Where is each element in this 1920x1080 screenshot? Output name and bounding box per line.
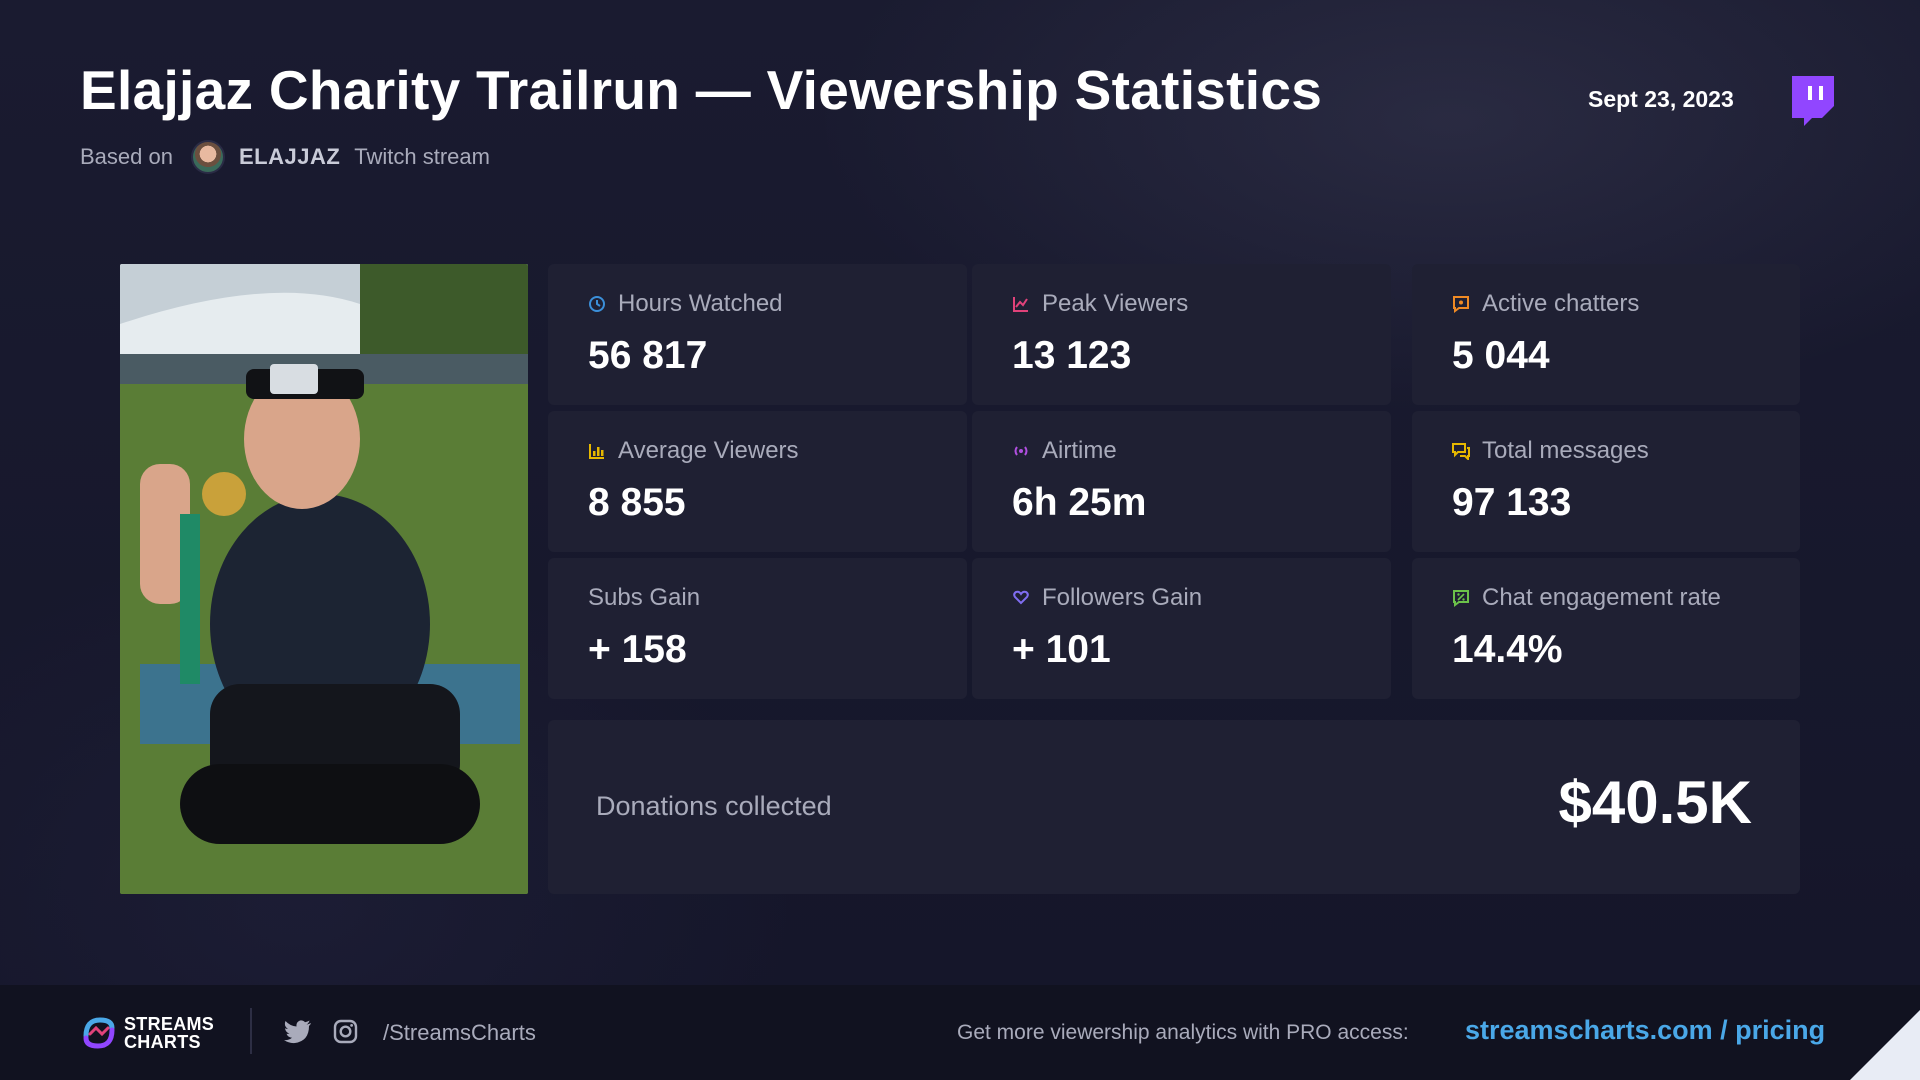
stat-card-average-viewers: Average Viewers 8 855 bbox=[548, 411, 967, 552]
stat-label: Peak Viewers bbox=[1042, 290, 1189, 317]
messages-icon bbox=[1452, 443, 1470, 460]
stat-label: Hours Watched bbox=[618, 290, 783, 317]
stat-label: Subs Gain bbox=[588, 584, 701, 611]
donations-value: $40.5K bbox=[1558, 769, 1752, 836]
streamscharts-logo-icon[interactable] bbox=[80, 1014, 118, 1052]
brand-line1: STREAMS bbox=[124, 1014, 215, 1034]
stat-value: 5 044 bbox=[1452, 334, 1550, 377]
stat-value: + 101 bbox=[1012, 628, 1111, 671]
social-handle[interactable]: /StreamsCharts bbox=[383, 1020, 536, 1045]
footer-divider bbox=[250, 1008, 252, 1054]
chat-star-icon bbox=[1453, 296, 1469, 313]
photo-illustration bbox=[120, 264, 528, 894]
stat-value: 97 133 bbox=[1452, 481, 1572, 524]
instagram-icon[interactable] bbox=[333, 1019, 358, 1044]
brand-name[interactable]: STREAMS CHARTS bbox=[124, 1015, 214, 1051]
stat-label: Followers Gain bbox=[1042, 584, 1203, 611]
corner-accent bbox=[1850, 1010, 1920, 1080]
stat-card-chat-engagement: Chat engagement rate 14.4% bbox=[1412, 558, 1800, 699]
stat-label: Total messages bbox=[1482, 437, 1649, 464]
stream-type: Twitch stream bbox=[354, 144, 490, 169]
based-on-label: Based on bbox=[80, 144, 173, 169]
stat-card-subs-gain: Subs Gain + 158 bbox=[548, 558, 967, 699]
clock-icon bbox=[589, 296, 605, 312]
donations-label: Donations collected bbox=[596, 791, 832, 821]
avatar bbox=[190, 140, 225, 174]
stat-value: 14.4% bbox=[1452, 628, 1563, 671]
stat-card-total-messages: Total messages 97 133 bbox=[1412, 411, 1800, 552]
broadcast-icon bbox=[1014, 446, 1028, 456]
stat-card-hours-watched: Hours Watched 56 817 bbox=[548, 264, 967, 405]
stat-card-airtime: Airtime 6h 25m bbox=[972, 411, 1391, 552]
page-title: Elajjaz Charity Trailrun — Viewership St… bbox=[80, 59, 1323, 121]
twitter-icon[interactable] bbox=[284, 1020, 312, 1044]
pricing-link[interactable]: streamscharts.com / pricing bbox=[1465, 1015, 1826, 1045]
stat-label: Airtime bbox=[1042, 437, 1117, 464]
footer bbox=[0, 985, 1920, 1080]
stat-card-followers-gain: Followers Gain + 101 bbox=[972, 558, 1391, 699]
stat-card-active-chatters: Active chatters 5 044 bbox=[1412, 264, 1800, 405]
bar-chart-icon bbox=[589, 444, 604, 459]
stat-card-peak-viewers: Peak Viewers 13 123 bbox=[972, 264, 1391, 405]
stream-date: Sept 23, 2023 bbox=[1588, 86, 1734, 112]
stat-value: 8 855 bbox=[588, 481, 686, 524]
chart-icon bbox=[1013, 297, 1028, 312]
channel-name[interactable]: ELAJJAZ bbox=[238, 144, 341, 169]
stat-label: Chat engagement rate bbox=[1482, 584, 1721, 611]
stat-value: 56 817 bbox=[588, 334, 708, 377]
percent-chat-icon bbox=[1453, 590, 1469, 607]
promo-text: Get more viewership analytics with PRO a… bbox=[957, 1021, 1409, 1044]
streamer-photo bbox=[120, 264, 528, 894]
twitch-icon bbox=[1792, 76, 1834, 126]
donations-card: Donations collected $40.5K bbox=[548, 720, 1800, 894]
brand-line2: CHARTS bbox=[124, 1032, 201, 1052]
heart-chat-icon bbox=[1013, 590, 1029, 605]
stat-label: Active chatters bbox=[1482, 290, 1640, 317]
stat-value: 6h 25m bbox=[1012, 481, 1147, 524]
stat-label: Average Viewers bbox=[618, 437, 799, 464]
subtitle: Based on ELAJJAZ Twitch stream bbox=[80, 140, 490, 174]
stat-value: 13 123 bbox=[1012, 334, 1132, 377]
stat-value: + 158 bbox=[588, 628, 687, 671]
